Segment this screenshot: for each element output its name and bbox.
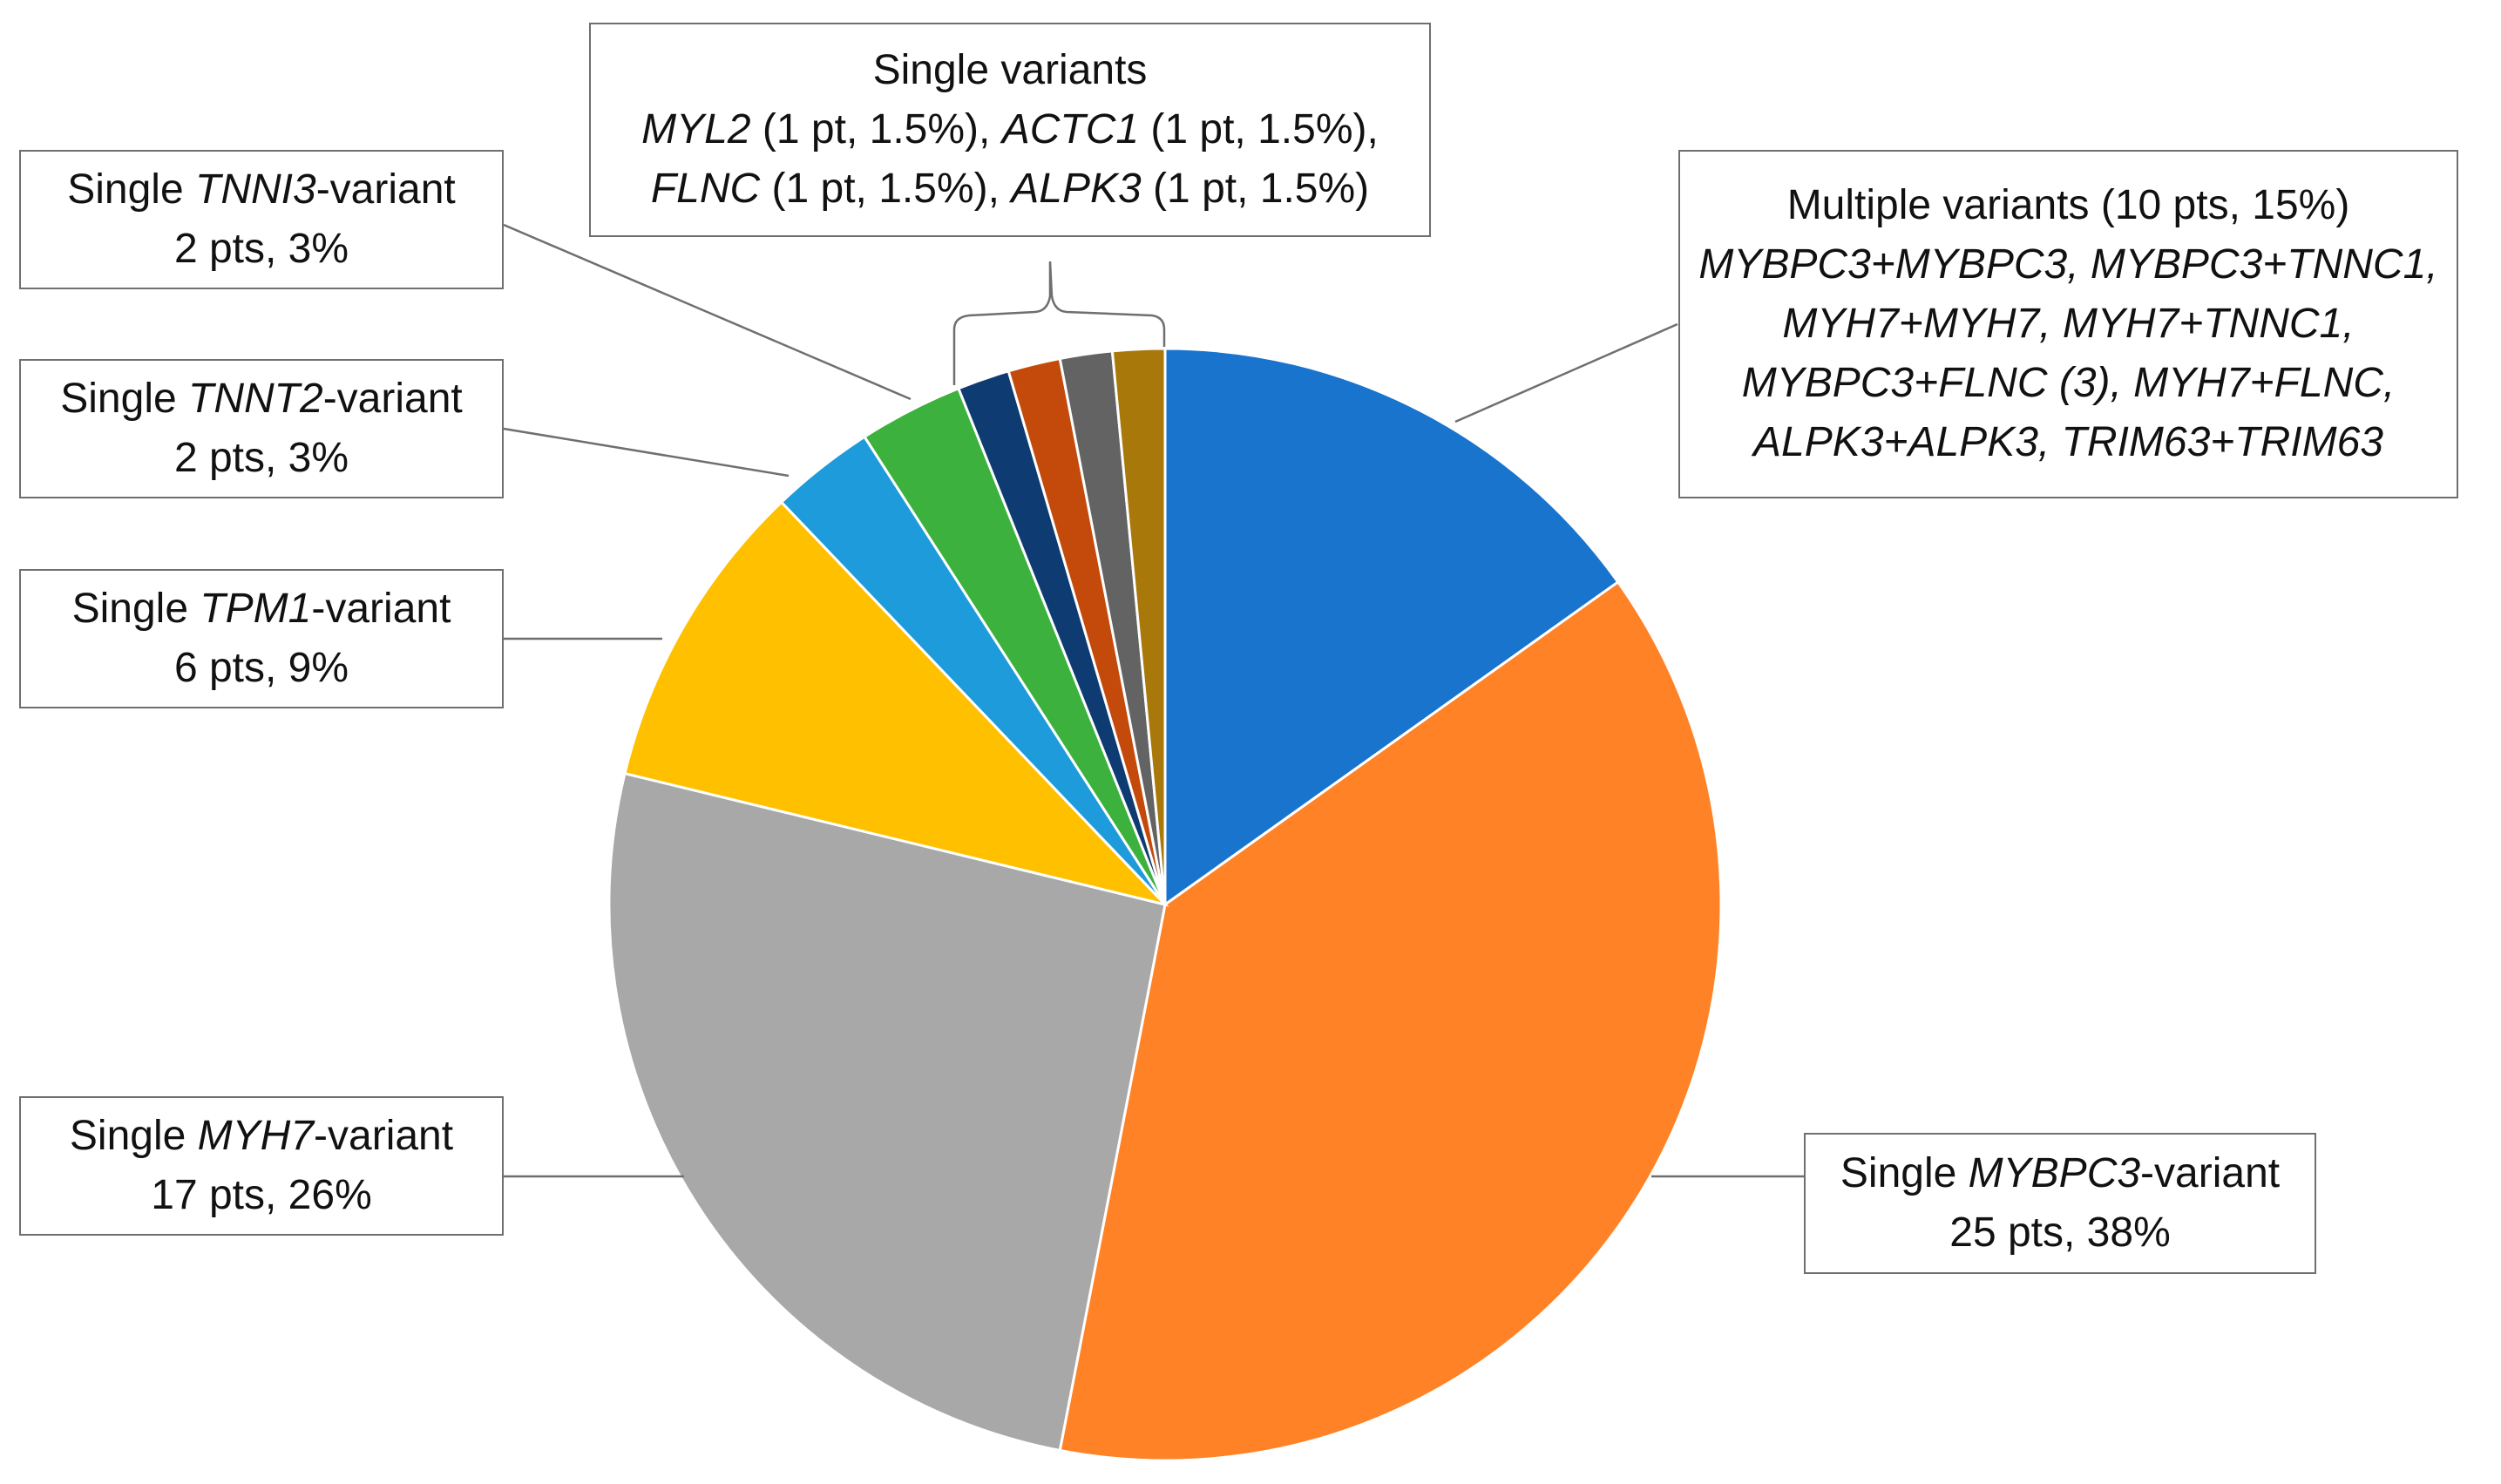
tnnt2-stats: 2 pts, 3% [173,435,349,481]
label-prefix: Single [67,166,195,213]
label-tpm1: Single TPM1-variant 6 pts, 9% [19,569,504,708]
label-suffix: -variant [314,1113,454,1159]
gene-tnni3: TNNI3 [195,166,316,213]
pie-slice-myh7 [607,771,1167,1453]
pie-slice-multi [1163,347,1620,907]
pie-slice-mybpc3 [1058,579,1723,1462]
label-suffix: -variant [315,166,456,213]
pie-slice-tpm1 [623,500,1169,907]
leader-tnni3 [503,223,912,401]
gene-tpm1: TPM1 [200,586,312,632]
leader-multi [1454,322,1678,424]
multiple-combo-line: MYBPC3+FLNC (3), MYH7+FLNC, [1741,360,2396,406]
label-single-variants: Single variants MYL2 (1 pt, 1.5%), ACTC1… [589,23,1431,237]
label-prefix: Single [1840,1150,1969,1196]
mybpc3-stats: 25 pts, 38% [1949,1210,2171,1256]
single-variants-bracket [952,261,1166,385]
label-prefix: Single [69,1113,198,1159]
gene-flnc: FLNC [650,166,761,212]
pie-slices [607,347,1723,1462]
label-myh7: Single MYH7-variant 17 pts, 26% [19,1096,504,1236]
tnni3-stats: 2 pts, 3% [173,226,349,272]
flnc-stats: (1 pt, 1.5%), [760,166,1012,212]
myh7-title: Single MYH7-variant [70,1107,453,1166]
tnnt2-title: Single TNNT2-variant [60,369,463,429]
actc1-stats: (1 pt, 1.5%), [1139,106,1379,152]
gene-actc1: ACTC1 [1001,106,1140,152]
label-suffix: -variant [2140,1150,2281,1196]
single-variants-line-1: MYL2 (1 pt, 1.5%), ACTC1 (1 pt, 1.5%), [641,100,1379,159]
multiple-variants-title: Multiple variants (10 pts, 15%) [1786,182,2350,228]
label-tnni3: Single TNNI3-variant 2 pts, 3% [19,150,504,289]
multiple-combo-line: MYH7+MYH7, MYH7+TNNC1, [1782,301,2355,347]
label-suffix: -variant [311,586,451,632]
multiple-combo-line: MYBPC3+MYBPC3, MYBPC3+TNNC1, [1698,241,2438,288]
tpm1-title: Single TPM1-variant [72,579,451,639]
tnni3-title: Single TNNI3-variant [67,160,456,220]
multiple-combo-line: ALPK3+ALPK3, TRIM63+TRIM63 [1753,419,2383,465]
label-multiple-variants: Multiple variants (10 pts, 15%) MYBPC3+M… [1678,150,2458,498]
gene-myl2: MYL2 [641,106,751,152]
label-mybpc3: Single MYBPC3-variant 25 pts, 38% [1804,1133,2316,1274]
single-variants-line-2: FLNC (1 pt, 1.5%), ALPK3 (1 pt, 1.5%) [651,159,1369,219]
mybpc3-title: Single MYBPC3-variant [1840,1144,2280,1203]
label-suffix: -variant [322,376,463,422]
alpk3-stats: (1 pt, 1.5%) [1141,166,1370,212]
gene-mybpc3: MYBPC3 [1968,1150,2141,1196]
label-tnnt2: Single TNNT2-variant 2 pts, 3% [19,359,504,498]
single-variants-title: Single variants [872,47,1148,93]
leader-lines [503,223,1804,1178]
leader-tnnt2 [503,427,790,478]
gene-alpk3: ALPK3 [1011,166,1142,212]
myl2-stats: (1 pt, 1.5%), [750,106,1002,152]
tpm1-stats: 6 pts, 9% [173,645,349,691]
multiple-variants-line-4: ALPK3+ALPK3, TRIM63+TRIM63 [1753,413,2383,472]
pie-slice-alpk3 [1110,347,1167,905]
multiple-variants-line-3: MYBPC3+FLNC (3), MYH7+FLNC, [1742,354,2396,413]
multiple-variants-line-2: MYH7+MYH7, MYH7+TNNC1, [1782,295,2354,354]
multiple-variants-line-1: MYBPC3+MYBPC3, MYBPC3+TNNC1, [1698,235,2437,295]
label-prefix: Single [71,586,200,632]
myh7-stats: 17 pts, 26% [151,1172,372,1218]
gene-myh7: MYH7 [197,1113,315,1159]
label-prefix: Single [60,376,189,422]
gene-tnnt2: TNNT2 [188,376,323,422]
